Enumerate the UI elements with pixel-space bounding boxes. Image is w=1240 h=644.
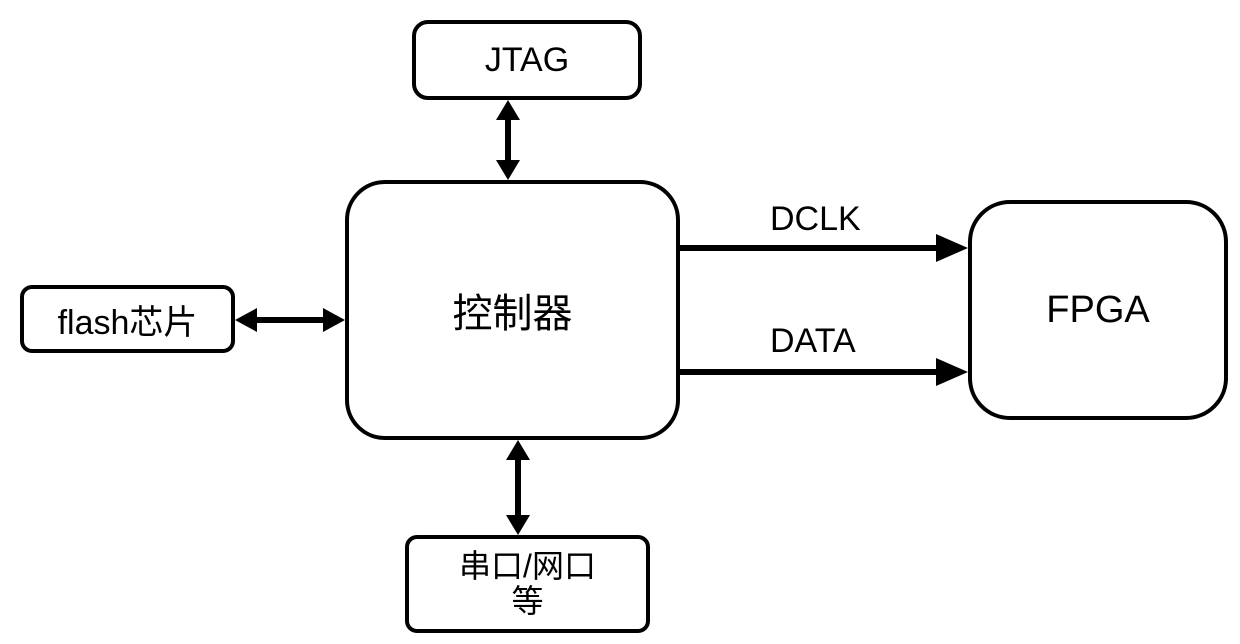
node-jtag-label: JTAG [485, 41, 569, 80]
node-flash-label: flash芯片 [58, 295, 198, 344]
edge-jtag-controller [490, 100, 526, 180]
node-fpga-label: FPGA [1046, 289, 1149, 332]
edge-data-label: DATA [770, 322, 856, 361]
edge-flash-controller [235, 302, 345, 338]
node-controller-label: 控制器 [453, 281, 573, 339]
node-serial: 串口/网口等 串口/网口等 [405, 535, 650, 633]
edge-dclk-label: DCLK [770, 200, 861, 239]
node-flash: flash芯片 [20, 285, 235, 353]
node-jtag: JTAG [412, 20, 642, 100]
edge-controller-serial [500, 440, 536, 535]
node-controller: 控制器 [345, 180, 680, 440]
node-serial-label: 串口/网口等 串口/网口等 [459, 549, 596, 619]
node-fpga: FPGA [968, 200, 1228, 420]
